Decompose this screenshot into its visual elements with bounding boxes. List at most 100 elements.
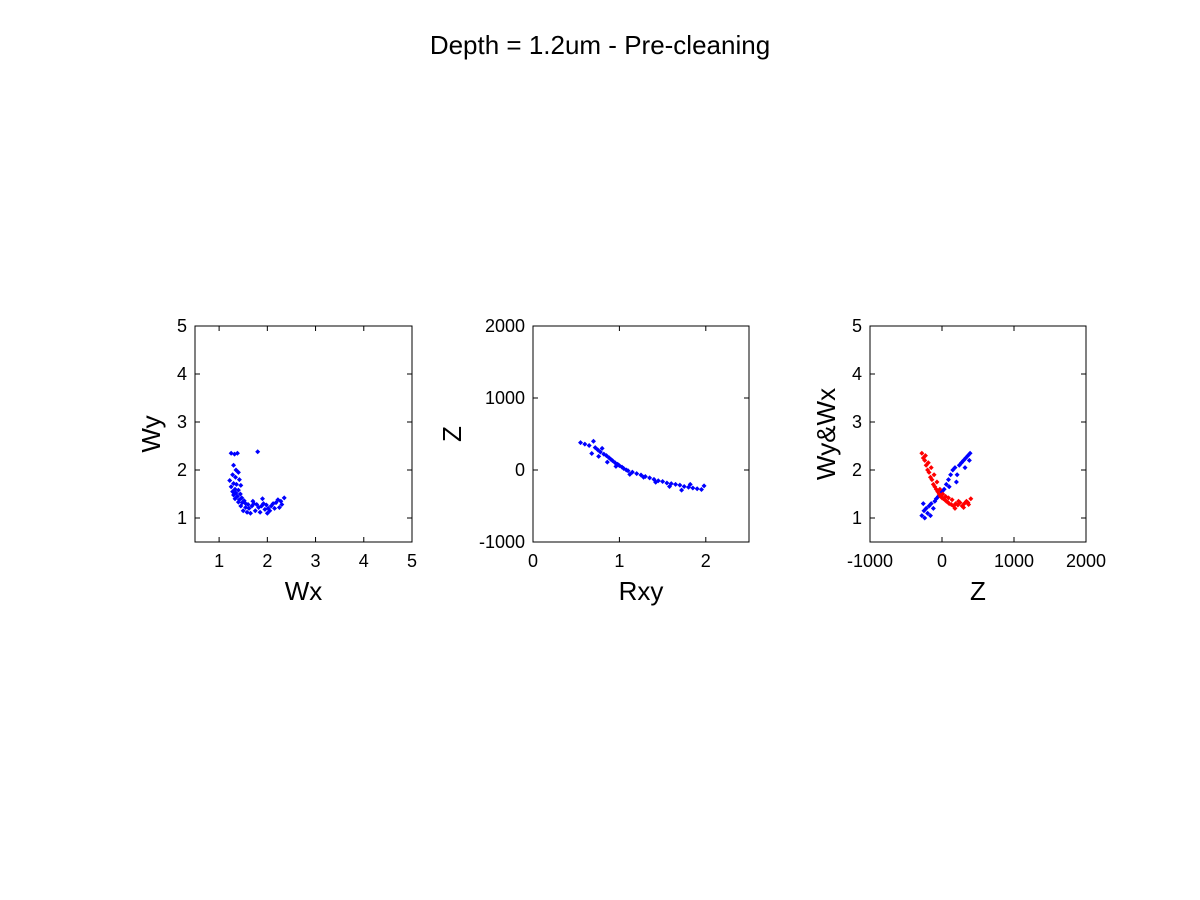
data-point [945,495,951,501]
data-point [260,496,266,502]
data-point [919,513,925,519]
subplot-3: -1000 0 1000 2000 1 2 3 4 5 Z Wy&Wx [811,316,1106,606]
series-1 [919,450,973,521]
data-point [238,482,244,488]
y-tick-label: 2 [852,460,862,480]
y-tick-label: 4 [852,364,862,384]
data-point [236,477,242,483]
data-point [949,497,955,503]
data-point [235,469,241,475]
data-point [667,484,673,490]
x-tick-label: 3 [311,551,321,571]
data-point [238,503,244,509]
data-point [677,482,683,488]
data-point [956,498,962,504]
data-point [929,477,935,483]
data-point [961,504,967,510]
data-point [962,465,968,471]
data-point [664,480,670,486]
data-point [625,468,631,474]
axes-box [532,325,750,543]
data-point [590,438,596,444]
y-tick-label: 3 [177,412,187,432]
data-point [599,445,605,451]
y-tick-label: 2000 [485,316,525,336]
subplot-1: 1 2 3 4 5 1 2 3 4 5 Wx Wy [136,316,417,606]
data-point [281,495,287,501]
x-tick-label: 1 [614,551,624,571]
data-point [245,502,251,508]
data-point [232,496,238,502]
x-tick-label: -1000 [847,551,893,571]
data-point [968,496,974,502]
y-tick-label: 5 [852,316,862,336]
x-tick-label: 2000 [1066,551,1106,571]
data-point [687,481,693,487]
x-axis-label: Wx [285,576,323,606]
data-point [272,505,278,511]
data-point [233,474,239,480]
data-point [701,483,707,489]
data-point [240,508,246,514]
data-point [930,505,936,511]
data-point [660,479,666,485]
data-point [262,506,268,512]
y-axis-label: Wy&Wx [811,388,841,480]
data-point [941,486,947,492]
data-point [681,484,687,490]
data-point [237,491,243,497]
data-point [920,501,926,507]
data-point [943,481,949,487]
data-point [247,510,253,516]
data-point [228,484,234,490]
data-point [233,481,239,487]
data-point [965,500,971,506]
series-2 [919,450,974,511]
data-point [679,487,685,493]
data-point [647,475,653,481]
data-point [946,484,952,490]
data-point [954,472,960,478]
data-point [922,453,928,459]
x-tick-label: 2 [701,551,711,571]
data-point [940,491,946,497]
data-point [931,472,937,478]
data-point [279,502,285,508]
data-point [966,457,972,463]
data-point [945,477,951,483]
x-tick-label: 4 [359,551,369,571]
figure-title: Depth = 1.2um - Pre-cleaning [429,30,771,60]
data-point [235,487,241,493]
x-tick-label: 5 [407,551,417,571]
data-point [948,472,954,478]
data-point [627,471,633,477]
data-point [246,505,252,511]
x-axis-label: Z [970,576,986,606]
y-tick-label: 1000 [485,388,525,408]
data-point [923,505,929,511]
data-point [230,472,236,478]
y-tick-label: 5 [177,316,187,336]
x-tick-label: 2 [262,551,272,571]
data-point [578,440,584,446]
data-point [928,501,934,507]
data-point [604,459,610,465]
data-point [596,453,602,459]
y-tick-label: 4 [177,364,187,384]
data-point [653,479,659,485]
data-point [919,450,925,456]
x-tick-label: 0 [528,551,538,571]
data-point [276,504,282,510]
data-point [227,478,233,484]
y-tick-label: 2 [177,460,187,480]
axes-box [869,325,1087,543]
data-point [925,460,931,466]
data-point [928,465,934,471]
data-point [926,469,932,475]
y-tick-label: 3 [852,412,862,432]
x-tick-label: 0 [937,551,947,571]
series-1 [578,438,707,493]
data-point [952,505,958,511]
